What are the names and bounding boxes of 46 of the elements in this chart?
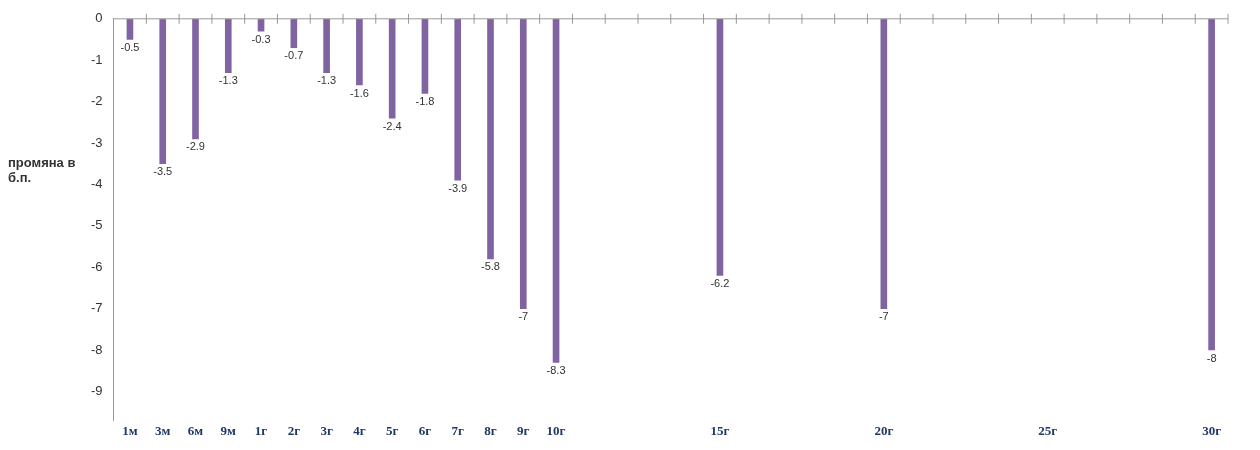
x-tick-label: 15г bbox=[710, 422, 730, 438]
y-tick-label: -9 bbox=[91, 383, 103, 398]
data-label: -5.8 bbox=[481, 260, 500, 273]
y-tick-label: -2 bbox=[91, 93, 103, 109]
y-tick-label: -5 bbox=[91, 217, 103, 233]
x-tick-label: 7г bbox=[451, 422, 465, 438]
y-axis-title: промяна в б.п. bbox=[8, 155, 77, 187]
x-tick-label: 3м bbox=[155, 422, 171, 438]
x-tick-label: 1г bbox=[254, 422, 268, 438]
data-label: -6.2 bbox=[710, 277, 730, 290]
y-tick-label: -8 bbox=[91, 341, 103, 357]
data-label: -1.8 bbox=[415, 94, 435, 107]
x-tick-label: 4г bbox=[353, 422, 366, 438]
data-label: -2.9 bbox=[186, 140, 205, 153]
data-label: -3.5 bbox=[153, 165, 173, 178]
data-label: -0.3 bbox=[251, 32, 271, 45]
x-tick-label: 10г bbox=[546, 422, 566, 438]
x-tick-label: 5г bbox=[385, 422, 399, 438]
x-tick-label: 9м bbox=[220, 422, 237, 438]
data-label: -7 bbox=[518, 310, 529, 323]
x-tick-label: 6м bbox=[187, 422, 204, 438]
data-label: -8 bbox=[1206, 351, 1217, 364]
data-label: -3.9 bbox=[448, 181, 468, 194]
data-label: -1.3 bbox=[218, 74, 238, 87]
data-label: -2.4 bbox=[382, 119, 402, 132]
data-label: -8.3 bbox=[546, 363, 566, 376]
y-tick-label: -3 bbox=[91, 134, 103, 150]
x-tick-label: 9г bbox=[517, 422, 530, 438]
data-label: -7 bbox=[878, 310, 889, 323]
x-tick-label: 25г bbox=[1038, 422, 1058, 438]
x-tick-label: 30г bbox=[1202, 422, 1222, 438]
y-tick-label: -7 bbox=[91, 300, 103, 316]
x-tick-label: 8г bbox=[484, 422, 497, 438]
y-tick-label: -4 bbox=[91, 175, 103, 191]
data-label: -0.7 bbox=[284, 49, 304, 62]
y-tick-label: -6 bbox=[91, 258, 103, 274]
data-label: -1.3 bbox=[317, 74, 337, 87]
data-label: -0.5 bbox=[120, 41, 140, 54]
y-tick-label: 0 bbox=[95, 10, 103, 26]
y-tick-label: -1 bbox=[91, 51, 103, 67]
x-tick-label: 20г bbox=[874, 422, 894, 438]
x-tick-label: 6г bbox=[418, 422, 432, 438]
x-tick-label: 1м bbox=[122, 422, 138, 438]
x-tick-label: 3г bbox=[320, 422, 333, 438]
x-tick-label: 2г bbox=[287, 422, 301, 438]
data-label: -1.6 bbox=[349, 86, 369, 99]
